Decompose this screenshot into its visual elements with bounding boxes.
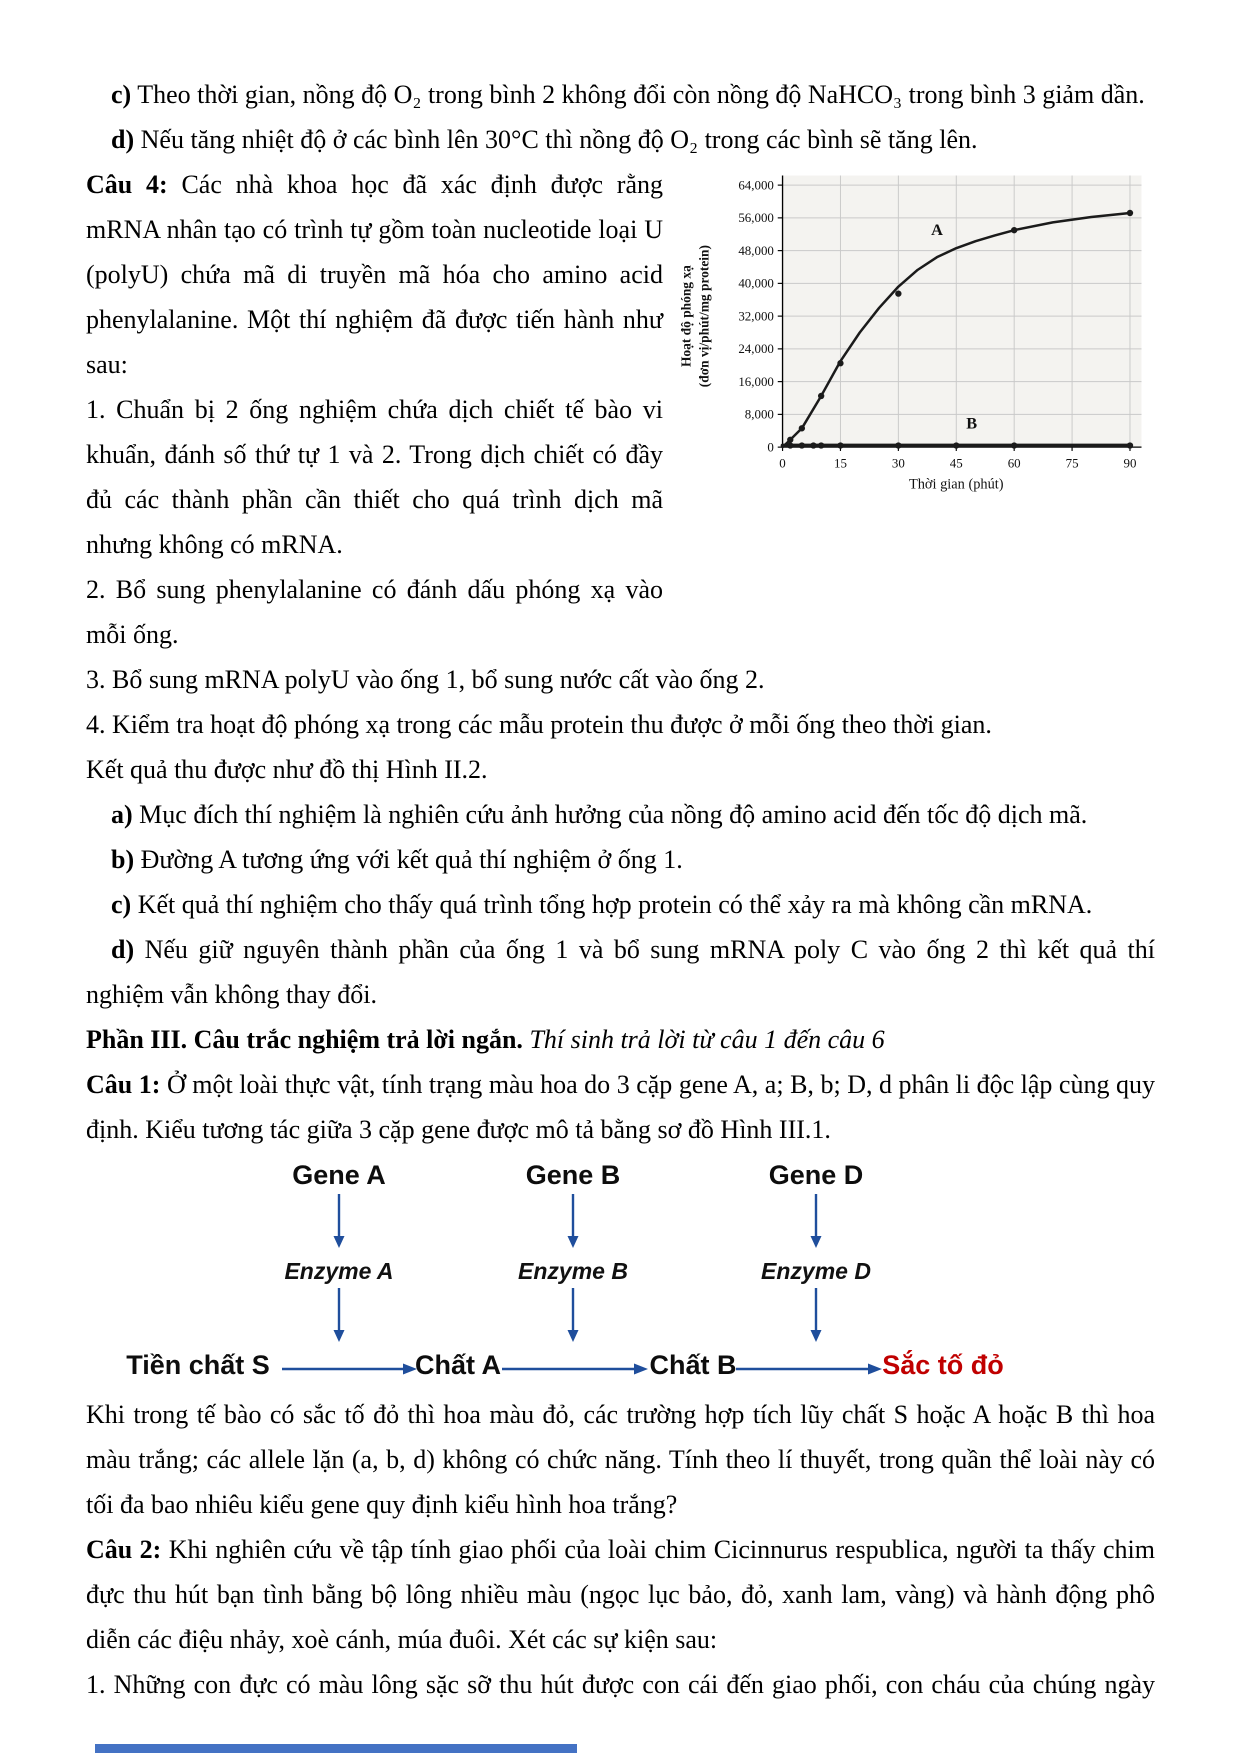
question-4-step-1: 1. Chuẩn bị 2 ống nghiệm chứa dịch chiết… [86,395,663,559]
question-4-result-note: Kết quả thu được như đồ thị Hình II.2. [86,755,488,784]
arrow-down-icon [567,1288,579,1342]
option-c-label: c) [111,80,132,109]
question-1-text: Ở một loài thực vật, tính trạng màu hoa … [86,1070,1155,1144]
arrow-right-icon [502,1363,648,1375]
red-pigment-label: Sắc tố đỏ [882,1350,1004,1380]
arrow-down-icon [810,1194,822,1248]
gene-b-label: Gene B [525,1160,621,1190]
gene-pathway-diagram: Gene A Gene B Gene D Enzyme A Enzyme B E… [86,1160,1155,1388]
part-3-heading-italic: Thí sinh trả lời từ câu 1 đến câu 6 [529,1025,885,1054]
option-a-text: Mục đích thí nghiệm là nghiên cứu ảnh hư… [139,800,1088,829]
option-d-text: Nếu tăng nhiệt độ ở các bình lên 30°C th… [140,125,978,154]
option-a-label: a) [111,800,133,829]
option-c-label-q4: c) [111,890,132,919]
option-c-q4: c) Kết quả thí nghiệm cho thấy quá trình… [86,882,1155,927]
question-4-step-3: 3. Bổ sung mRNA polyU vào ống 1, bổ sung… [86,665,765,694]
question-1-label: Câu 1: [86,1070,161,1099]
enzyme-d-label: Enzyme D [761,1258,871,1284]
question-2-label: Câu 2: [86,1535,162,1564]
arrow-down-icon [567,1194,579,1248]
svg-text:75: 75 [1066,455,1079,470]
option-d-part2: d) Nếu tăng nhiệt độ ở các bình lên 30°C… [86,117,1155,162]
svg-text:Hoạt độ phóng xạ: Hoạt độ phóng xạ [678,265,693,367]
option-c-part2: c) Theo thời gian, nồng độ O₂ trong bình… [86,72,1155,117]
svg-text:48,000: 48,000 [738,243,774,258]
question-2-text: Khi nghiên cứu về tập tính giao phối của… [86,1535,1155,1654]
option-d-label: d) [111,125,135,154]
question-4-intro-text: Các nhà khoa học đã xác định được rằng m… [86,170,664,379]
gene-a-label: Gene A [292,1160,386,1190]
svg-text:32,000: 32,000 [738,308,774,323]
enzyme-a-label: Enzyme A [284,1258,394,1284]
svg-text:0: 0 [779,455,785,470]
question-2-part3: Câu 2: Khi nghiên cứu về tập tính giao p… [86,1527,1155,1662]
question-4-label: Câu 4: [86,170,168,199]
substance-b-label: Chất B [649,1350,737,1380]
question-1-after-diagram: Khi trong tế bào có sắc tố đỏ thì hoa mà… [86,1400,1155,1519]
option-a-q4: a) Mục đích thí nghiệm là nghiên cứu ảnh… [86,792,1155,837]
option-c-text-q4: Kết quả thí nghiệm cho thấy quá trình tổ… [137,890,1093,919]
svg-text:B: B [966,413,977,432]
svg-text:16,000: 16,000 [738,374,774,389]
option-d-label-q4: d) [111,935,135,964]
option-b-q4: b) Đường A tương ứng với kết quả thí ngh… [86,837,1155,882]
svg-text:60: 60 [1008,455,1021,470]
precursor-s-label: Tiền chất S [126,1350,270,1380]
option-d-q4: d) Nếu giữ nguyên thành phần của ống 1 v… [86,927,1155,1017]
part-3-heading-bold: Phần III. Câu trắc nghiệm trả lời ngắn. [86,1025,523,1054]
svg-text:40,000: 40,000 [738,276,774,291]
svg-text:(đơn vị/phút/mg protein): (đơn vị/phút/mg protein) [697,245,712,387]
bottom-blue-bar [95,1744,577,1753]
question-2-event-1: 1. Những con đực có màu lông sặc sỡ thu … [86,1670,1155,1699]
arrow-down-icon [810,1288,822,1342]
svg-text:8,000: 8,000 [745,407,774,422]
page-content: c) Theo thời gian, nồng độ O₂ trong bình… [86,72,1155,1699]
radioactivity-line-chart: 0 8,000 16,000 24,000 32,000 40,000 48,000 56,0… [678,175,1142,492]
svg-text:0: 0 [767,439,773,454]
arrow-right-icon [736,1363,882,1375]
option-d-text-q4: Nếu giữ nguyên thành phần của ống 1 và b… [86,935,1156,1009]
question-4-intro: Câu 4: Các nhà khoa học đã xác định được… [86,162,1155,387]
question-4-step-2: 2. Bổ sung phenylalanine có đánh dấu phó… [86,575,663,649]
arrow-right-icon [282,1363,417,1375]
svg-text:15: 15 [834,455,847,470]
svg-text:45: 45 [950,455,963,470]
figure-hinh-II-2: 0 8,000 16,000 24,000 32,000 40,000 48,000 56,0… [675,164,1155,498]
svg-text:24,000: 24,000 [738,341,774,356]
question-4-step-4: 4. Kiểm tra hoạt độ phóng xạ trong các m… [86,710,992,739]
gene-d-label: Gene D [768,1160,864,1190]
arrow-down-icon [333,1194,345,1248]
svg-text:64,000: 64,000 [738,177,774,192]
svg-text:90: 90 [1124,455,1137,470]
svg-text:Thời gian (phút): Thời gian (phút) [909,476,1004,492]
option-b-text: Đường A tương ứng với kết quả thí nghiệm… [140,845,683,874]
question-1-part3: Câu 1: Ở một loài thực vật, tính trạng m… [86,1062,1155,1152]
option-b-label: b) [111,845,135,874]
question-4-block: 0 8,000 16,000 24,000 32,000 40,000 48,000 56,0… [86,162,1155,657]
arrow-down-icon [333,1288,345,1342]
enzyme-b-label: Enzyme B [518,1258,628,1284]
svg-text:56,000: 56,000 [738,210,774,225]
svg-text:30: 30 [892,455,905,470]
option-c-text: Theo thời gian, nồng độ O₂ trong bình 2 … [137,80,1145,109]
svg-text:A: A [931,220,943,239]
substance-a-label: Chất A [415,1350,501,1380]
part-3-heading: Phần III. Câu trắc nghiệm trả lời ngắn. … [86,1017,1155,1062]
